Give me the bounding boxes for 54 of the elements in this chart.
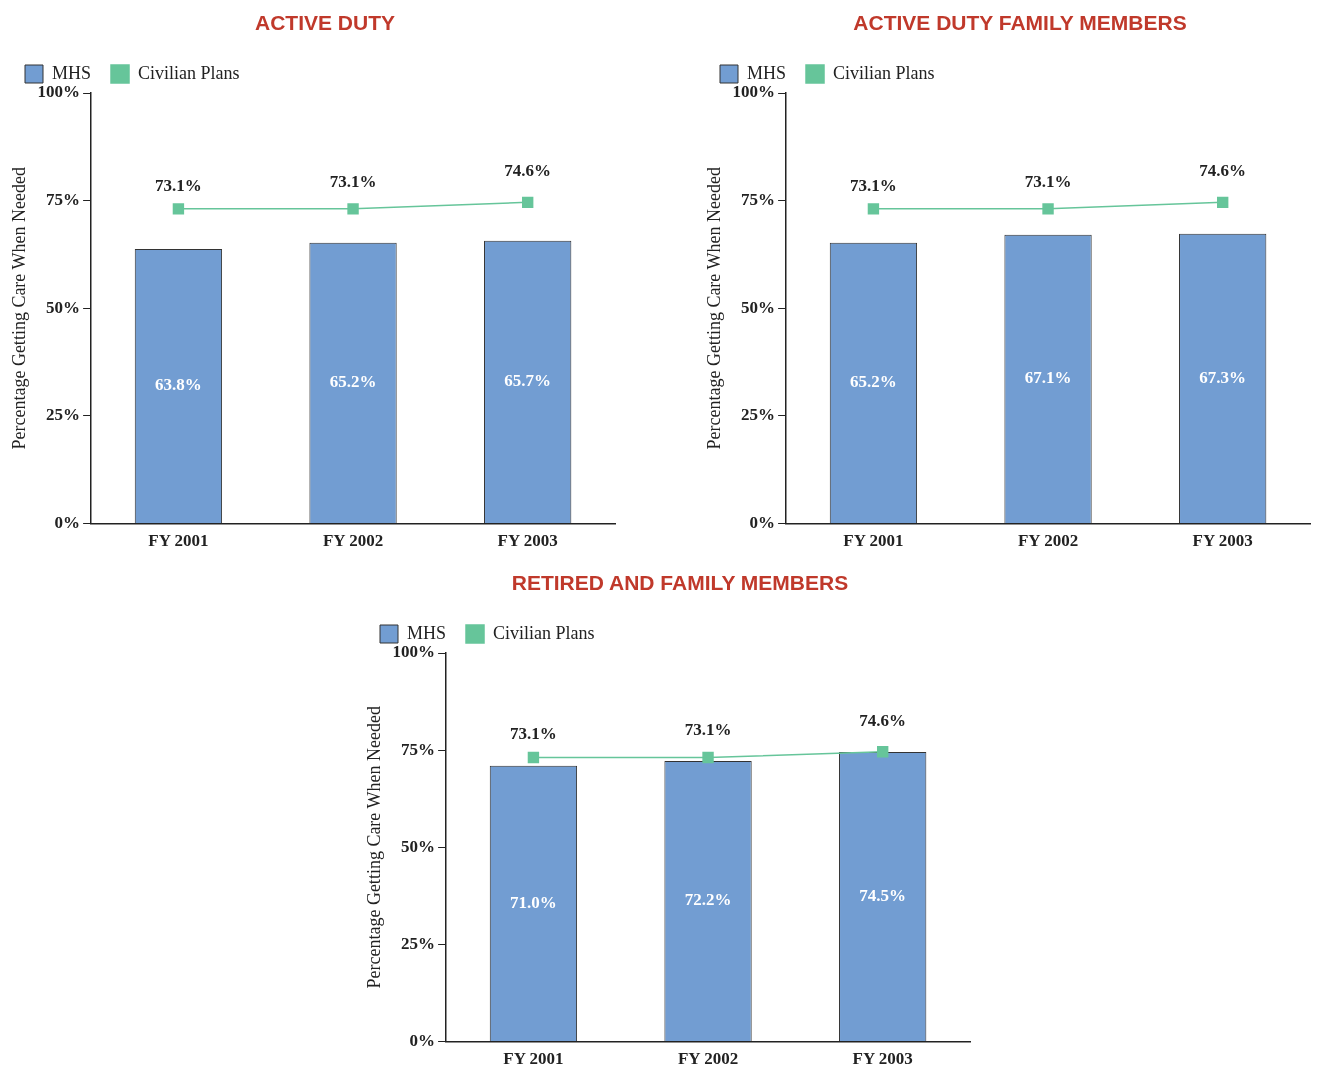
y-tick-label: 25% [46,405,81,425]
y-tick-label: 0% [54,512,81,532]
data-label: 74.6% [1199,161,1247,181]
y-tick-label: 100% [732,82,776,102]
data-label: 73.1% [1024,171,1072,191]
x-tick-label: FY 2003 [852,1049,913,1069]
y-tick-label: 75% [46,190,81,210]
x-tick-label: FY 2002 [1017,531,1079,551]
data-label: 74.6% [859,710,907,730]
data-label: 73.1% [684,720,732,740]
y-tick-label: 50% [46,297,81,317]
data-label: 71.0% [510,892,557,912]
data-label: 65.7% [504,371,552,391]
data-label: 73.1% [155,175,202,195]
legend-label: Civilian Plans [833,62,935,83]
y-tick-label: 100% [37,82,81,102]
legend-label: Civilian Plans [138,62,240,83]
x-tick-label: FY 2003 [497,531,558,551]
y-axis-title: Percentage Getting Care When Needed [363,706,384,989]
y-tick-label: 25% [401,933,436,953]
y-tick-label: 0% [409,1030,436,1050]
legend-label: MHS [52,62,92,83]
data-label: 73.1% [329,171,377,191]
y-tick-label: 50% [741,297,776,317]
data-label: 63.8% [155,375,202,395]
y-axis-title: Percentage Getting Care When Needed [8,167,29,450]
legend-label: Civilian Plans [493,622,595,643]
data-label: 73.1% [850,175,897,195]
y-tick-label: 75% [741,190,776,210]
x-tick-label: FY 2002 [677,1049,739,1069]
data-label: 67.1% [1024,368,1072,388]
data-label: 73.1% [510,724,557,744]
x-tick-label: FY 2002 [322,531,384,551]
y-tick-label: 0% [749,512,776,532]
data-label: 67.3% [1199,367,1247,387]
data-label: 74.5% [859,885,907,905]
chart-title: ACTIVE DUTY [254,10,396,36]
chart-title: ACTIVE DUTY FAMILY MEMBERS [852,10,1188,36]
legend-label: MHS [747,62,787,83]
y-tick-label: 25% [741,405,776,425]
y-tick-label: 50% [401,836,436,856]
y-tick-label: 75% [401,739,436,759]
y-axis-title: Percentage Getting Care When Needed [703,167,724,450]
legend-label: MHS [407,622,447,643]
chart-title: RETIRED AND FAMILY MEMBERS [510,570,850,596]
x-tick-label: FY 2001 [843,531,904,551]
x-tick-label: FY 2001 [148,531,209,551]
x-tick-label: FY 2001 [503,1049,564,1069]
data-label: 65.2% [329,372,377,392]
x-tick-label: FY 2003 [1192,531,1253,551]
y-tick-label: 100% [392,642,436,662]
data-label: 72.2% [684,890,732,910]
data-label: 65.2% [850,372,897,392]
data-label: 74.6% [504,161,552,181]
